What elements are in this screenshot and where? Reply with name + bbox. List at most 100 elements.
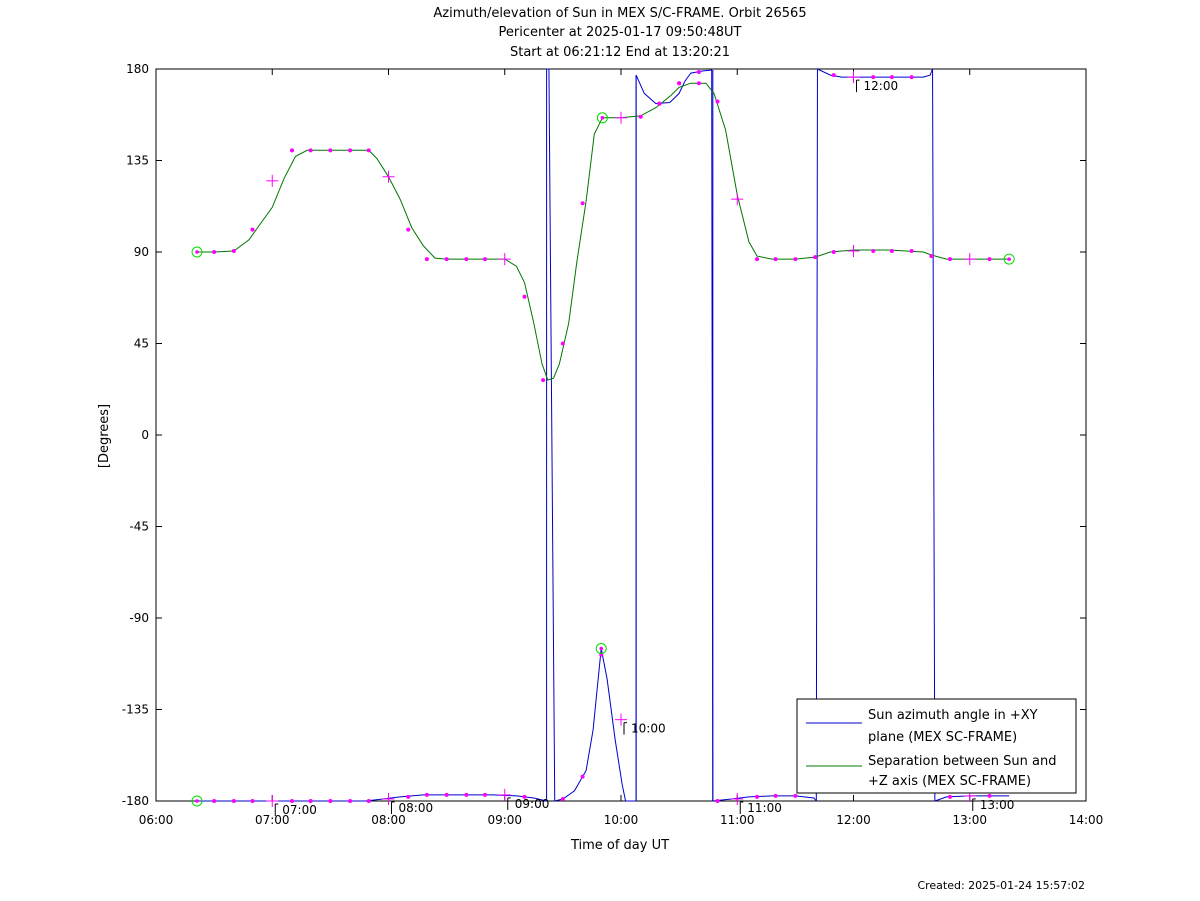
series-separation-line: [197, 82, 1010, 381]
azimuth-marker-dot: [755, 794, 760, 799]
time-annotation-label: 08:00: [399, 801, 434, 815]
endpoint-marker: [595, 643, 607, 654]
legend-box: [796, 698, 1077, 794]
separation-marker-dot: [464, 257, 469, 262]
series-azimuth-wrap: [548, 68, 556, 802]
separation-marker-dot: [773, 257, 778, 262]
series-azimuth-segment: [554, 648, 627, 802]
time-annotation-label: 07:00: [282, 803, 317, 817]
endpoint-marker: [191, 246, 203, 258]
azimuth-marker-dot: [424, 792, 429, 797]
y-tick-label: 45: [134, 337, 149, 351]
created-timestamp: Created: 2025-01-24 15:57:02: [917, 879, 1085, 892]
separation-marker-plus: [847, 244, 860, 257]
azimuth-marker-dot: [696, 70, 701, 75]
endpoint-marker: [596, 112, 608, 124]
separation-marker-dot: [813, 255, 818, 260]
separation-marker-dot: [580, 201, 585, 206]
y-tick-label: -180: [122, 794, 149, 808]
time-annotation-label: 09:00: [515, 797, 550, 811]
azimuth-marker-dot: [715, 799, 720, 803]
x-tick-label: 10:00: [604, 813, 639, 827]
y-tick-label: 180: [126, 62, 149, 76]
time-annotation: 12:00: [856, 79, 899, 93]
separation-marker-dot: [444, 257, 449, 262]
azimuth-marker-dot: [250, 799, 255, 803]
endpoint-marker-dot: [600, 116, 605, 120]
azimuth-marker-dot: [212, 799, 217, 803]
separation-marker-dot: [406, 227, 411, 232]
series-azimuth-segment: [197, 794, 547, 802]
azimuth-marker-dot: [348, 799, 353, 803]
separation-marker-plus: [382, 170, 395, 183]
azimuth-marker-dot: [308, 799, 313, 803]
azimuth-marker-dot: [947, 794, 952, 799]
legend-entry-azimuth-line-1: Sun azimuth angle in +XY: [868, 708, 1038, 723]
separation-marker-dot: [947, 257, 952, 262]
legend-entry-azimuth-line-2: plane (MEX SC-FRAME): [868, 730, 1017, 745]
separation-marker-dot: [541, 378, 546, 383]
y-tick-label: 0: [141, 428, 149, 442]
separation-marker-plus: [731, 193, 744, 206]
azimuth-marker-dot: [231, 799, 236, 803]
azimuth-marker-dot: [406, 794, 411, 799]
chart-subtitle: Pericenter at 2025-01-17 09:50:48UT: [498, 25, 741, 40]
y-axis-label: [Degrees]: [97, 404, 112, 468]
time-annotation-label: 11:00: [747, 801, 782, 815]
y-tick-label: 135: [126, 154, 149, 168]
azimuth-marker-dot: [580, 774, 585, 779]
azimuth-marker-dot: [290, 799, 295, 803]
time-annotation-label: 10:00: [631, 722, 666, 736]
separation-marker-dot: [871, 248, 876, 253]
separation-marker-dot: [560, 341, 565, 346]
separation-marker-dot: [212, 250, 217, 254]
separation-marker-dot: [290, 148, 295, 153]
x-tick-label: 12:00: [836, 813, 871, 827]
azimuth-marker-plus: [498, 788, 511, 801]
separation-marker-dot: [424, 257, 429, 262]
series-azimuth-wrap: [815, 68, 818, 802]
separation-marker-dot: [366, 148, 371, 153]
endpoint-marker: [191, 795, 203, 807]
plot-frame: [155, 68, 1087, 802]
separation-marker-plus: [498, 253, 511, 266]
endpoint-marker: [1003, 253, 1015, 265]
separation-marker-dot: [909, 248, 914, 253]
separation-marker-dot: [831, 250, 836, 254]
azimuth-marker-plus: [266, 795, 279, 807]
x-tick-label: 11:00: [720, 813, 755, 827]
x-tick-label: 08:00: [371, 813, 406, 827]
endpoint-marker-dot: [195, 799, 199, 803]
endpoint-marker-dot: [1007, 257, 1011, 261]
endpoint-marker-dot: [599, 646, 604, 651]
azimuth-marker-dot: [464, 792, 469, 797]
separation-marker-dot: [755, 257, 760, 262]
separation-marker-dot: [696, 81, 701, 86]
separation-marker-dot: [250, 227, 255, 232]
azimuth-marker-dot: [831, 73, 836, 78]
azimuth-marker-dot: [560, 796, 565, 801]
azimuth-marker-dot: [889, 75, 894, 80]
time-annotation-label: 12:00: [864, 79, 899, 93]
time-annotation-label: 13:00: [980, 798, 1015, 812]
separation-marker-dot: [929, 254, 934, 259]
time-annotation: 10:00: [623, 722, 666, 736]
azimuth-marker-dot: [328, 799, 333, 803]
azimuth-marker-dot: [773, 793, 778, 798]
azimuth-marker-dot: [444, 792, 449, 797]
time-annotation: 13:00: [972, 798, 1015, 812]
azimuth-marker-dot: [677, 81, 682, 86]
chart-subtitle-2: Start at 06:21:12 End at 13:20:21: [510, 45, 730, 60]
separation-marker-dot: [889, 248, 894, 253]
azimuth-marker-plus: [615, 713, 627, 726]
azimuth-marker-dot: [987, 793, 992, 798]
y-tick-label: -90: [129, 611, 149, 625]
x-tick-label: 14:00: [1069, 813, 1104, 827]
x-axis-label: Time of day UT: [570, 838, 669, 853]
y-tick-label: 90: [134, 245, 149, 259]
azimuth-marker-plus: [382, 792, 395, 805]
separation-marker-plus: [266, 174, 279, 187]
time-annotation: 08:00: [391, 801, 434, 815]
legend-entry-separation-line-1: Separation between Sun and: [868, 754, 1056, 769]
